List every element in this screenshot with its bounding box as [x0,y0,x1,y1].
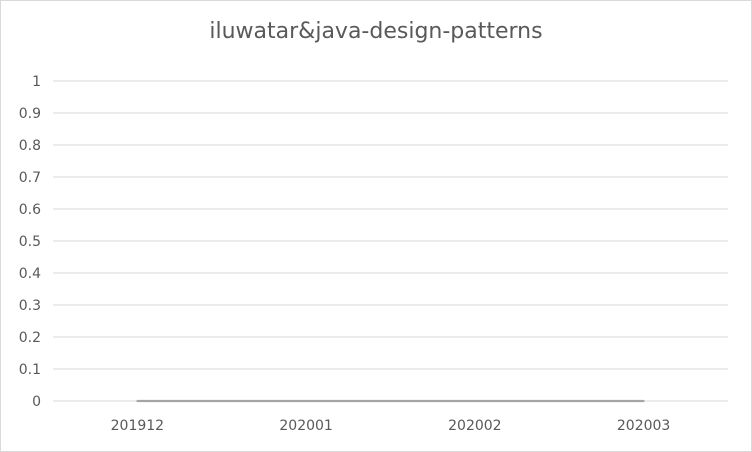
y-tick-label: 0.5 [19,234,41,250]
y-tick-label: 0 [32,394,41,410]
y-tick-label: 0.4 [19,266,41,282]
y-tick-label: 1 [32,74,41,90]
y-tick-label: 0.7 [19,170,41,186]
y-tick-label: 0.2 [19,330,41,346]
data-point [305,400,308,402]
y-tick-label: 0.3 [19,298,41,314]
y-tick-label: 0.6 [19,202,41,218]
chart-title: iluwatar&java-design-patterns [209,19,543,44]
y-tick-label: 0.1 [19,362,41,378]
data-point [136,400,139,402]
data-point [473,400,476,402]
x-tick-label: 202003 [617,418,670,434]
x-tick-label: 202002 [448,418,501,434]
y-tick-label: 0.8 [19,138,41,154]
x-tick-label: 202001 [279,418,332,434]
data-point [642,400,645,402]
x-tick-label: 201912 [111,418,164,434]
y-tick-label: 0.9 [19,106,41,122]
